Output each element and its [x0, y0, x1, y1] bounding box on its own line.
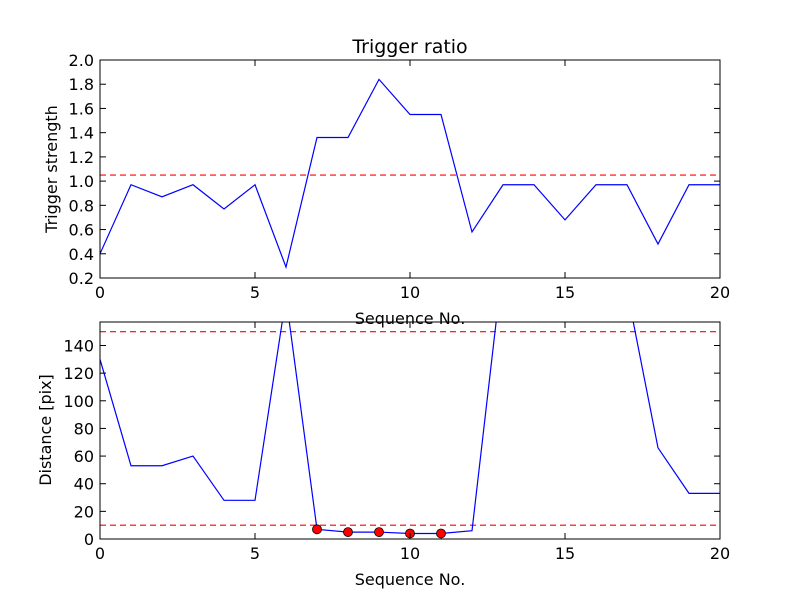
y-tick-label: 140 — [63, 336, 94, 355]
x-tick-label: 5 — [250, 283, 260, 302]
y-tick-label: 1.6 — [69, 99, 94, 118]
x-tick-label: 20 — [710, 283, 730, 302]
x-tick-label: 15 — [555, 544, 575, 563]
y-tick-label: 1.2 — [69, 148, 94, 167]
x-tick-label: 20 — [710, 544, 730, 563]
y-tick-label: 60 — [74, 447, 94, 466]
x-tick-label: 0 — [95, 283, 105, 302]
x-axis-label: Sequence No. — [355, 309, 466, 328]
y-tick-label: 2.0 — [69, 51, 94, 70]
y-tick-label: 120 — [63, 364, 94, 383]
y-tick-label: 1.8 — [69, 75, 94, 94]
series-line-0 — [100, 78, 720, 270]
y-tick-label: 0.4 — [69, 245, 94, 264]
x-tick-label: 10 — [400, 283, 420, 302]
x-axis-label: Sequence No. — [355, 570, 466, 589]
x-tick-label: 0 — [95, 544, 105, 563]
y-tick-label: 1.0 — [69, 172, 94, 191]
y-tick-label: 40 — [74, 475, 94, 494]
data-marker — [312, 524, 322, 535]
y-tick-label: 0.6 — [69, 221, 94, 240]
x-tick-label: 10 — [400, 544, 420, 563]
data-marker — [343, 527, 353, 537]
x-tick-label: 5 — [250, 544, 260, 563]
x-tick-label: 15 — [555, 283, 575, 302]
y-tick-label: 0 — [84, 530, 94, 549]
data-marker — [374, 527, 384, 537]
y-tick-label: 0.2 — [69, 269, 94, 288]
y-tick-label: 1.4 — [69, 124, 94, 143]
y-axis-label: Distance [pix] — [36, 374, 55, 486]
chart-title: Trigger ratio — [351, 36, 467, 58]
y-tick-label: 80 — [74, 419, 94, 438]
data-marker — [436, 528, 446, 539]
trigger-ratio-subplot: Trigger ratio 0 5 10 15 20 0.2 0.4 0.6 0.8 1.0 1.2… — [42, 36, 730, 328]
y-axis-label: Trigger strength — [42, 105, 61, 234]
y-tick-label: 20 — [74, 502, 94, 521]
y-tick-label: 0.8 — [69, 196, 94, 215]
y-tick-label: 100 — [63, 392, 94, 411]
